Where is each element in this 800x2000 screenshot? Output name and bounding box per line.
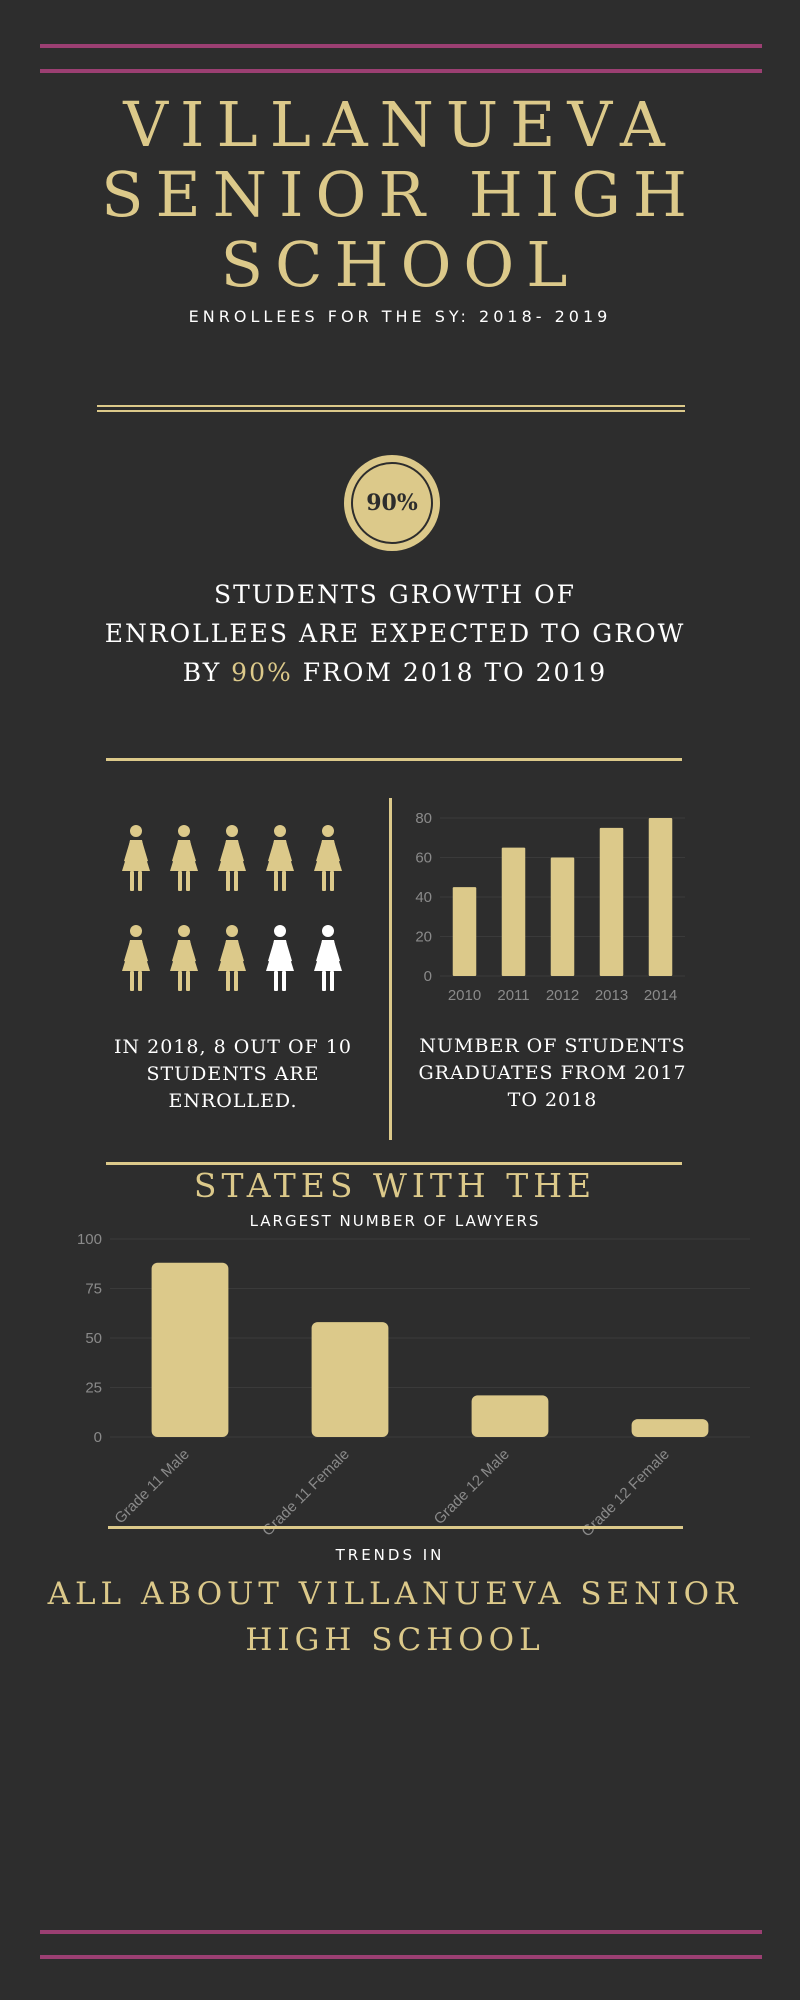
x-tick-label: Grade 12 Male: [431, 1446, 513, 1528]
divider-mid: [106, 758, 682, 761]
grade-chart: 0 25 50 75 100 Grade 11 Male Grade 11 Female Gr…: [60, 1225, 760, 1555]
y-tick-label: 25: [85, 1380, 102, 1397]
female-person-icon: [314, 925, 342, 991]
x-tick-label: 2014: [644, 987, 677, 1004]
bar: [471, 1395, 549, 1437]
graduates-caption-line-3: TO 2018: [507, 1089, 598, 1111]
enrollment-pictogram: [110, 820, 360, 1000]
trends-title-line-1: ALL ABOUT VILLANUEVA SENIOR: [47, 1576, 743, 1612]
y-tick-label: 0: [94, 1429, 102, 1446]
graduates-caption-line-2: GRADUATES FROM 2017: [418, 1062, 687, 1084]
x-tick-label: 2011: [497, 987, 529, 1004]
x-tick-label: Grade 11 Male: [111, 1446, 192, 1527]
growth-text-line-3: BY 90% FROM 2018 TO 2019: [0, 658, 790, 687]
growth-text-line-2: ENROLLEES ARE EXPECTED TO GROW: [104, 619, 686, 648]
female-person-icon: [170, 925, 198, 991]
bar: [599, 827, 624, 976]
page-title-line-2: SENIOR HIGH: [101, 158, 699, 231]
x-tick-label: 2010: [448, 987, 481, 1004]
y-tick-label: 100: [77, 1231, 102, 1248]
y-tick-label: 75: [85, 1281, 102, 1298]
growth-text-line-1: STUDENTS GROWTH OF: [213, 580, 577, 609]
growth-text-line-3-pre: BY: [182, 658, 232, 687]
growth-highlight: 90%: [231, 658, 293, 687]
female-person-icon: [266, 825, 294, 891]
enrollment-caption-line-2: STUDENTS ARE: [146, 1063, 320, 1085]
growth-text-line-3-post: FROM 2018 TO 2019: [292, 658, 608, 687]
graduates-caption-line-1: NUMBER OF STUDENTS: [419, 1035, 686, 1057]
divider-bottom: [108, 1526, 683, 1529]
divider-lower: [106, 1162, 682, 1165]
bottom-decor-line-2: [40, 1955, 762, 1959]
bottom-decor-line-1: [40, 1930, 762, 1934]
female-person-icon: [122, 825, 150, 891]
female-person-icon: [218, 925, 246, 991]
x-tick-label: 2012: [546, 987, 579, 1004]
trends-label: TRENDS IN: [335, 1546, 445, 1564]
y-tick-label: 0: [424, 968, 432, 985]
female-person-icon: [314, 825, 342, 891]
female-person-icon: [218, 825, 246, 891]
divider-double-bottom: [97, 410, 685, 412]
y-tick-label: 50: [85, 1330, 102, 1347]
bar: [452, 887, 477, 976]
bar: [550, 857, 575, 976]
y-tick-label: 40: [415, 889, 432, 906]
bar: [631, 1419, 709, 1437]
enrollment-caption-line-3: ENROLLED.: [168, 1090, 298, 1112]
bar: [501, 847, 526, 976]
bar: [311, 1322, 389, 1437]
growth-badge: 90%: [347, 458, 437, 548]
enrollment-caption-line-1: IN 2018, 8 OUT OF 10: [113, 1036, 352, 1058]
y-tick-label: 60: [415, 850, 432, 867]
graduates-chart-svg: 0 20 40 60 80 2010 2011 2012 2013 2014: [415, 810, 685, 1004]
top-decor-line-2: [40, 69, 762, 73]
lawyers-title: STATES WITH THE: [193, 1166, 597, 1205]
lawyers-subtitle: LARGEST NUMBER OF LAWYERS: [249, 1212, 541, 1230]
bar: [151, 1262, 229, 1437]
y-tick-label: 20: [415, 929, 432, 946]
graduates-chart: 0 20 40 60 80 2010 2011 2012 2013 2014: [410, 800, 690, 1010]
top-decor-line-1: [40, 44, 762, 48]
people-icon-grid: [122, 825, 342, 991]
bar: [648, 818, 673, 976]
divider-double-top: [97, 405, 685, 407]
trends-title-line-2: HIGH SCHOOL: [245, 1622, 545, 1658]
page-title-line-1: VILLANUEVA: [123, 88, 677, 161]
page-title-line-3: SCHOOL: [220, 228, 580, 301]
growth-badge-value: 90%: [351, 462, 433, 544]
page-subtitle: ENROLLEES FOR THE SY: 2018- 2019: [188, 307, 612, 326]
female-person-icon: [170, 825, 198, 891]
female-person-icon: [122, 925, 150, 991]
y-tick-label: 80: [415, 810, 432, 827]
female-person-icon: [266, 925, 294, 991]
divider-vertical: [389, 798, 392, 1140]
x-tick-label: 2013: [595, 987, 628, 1004]
